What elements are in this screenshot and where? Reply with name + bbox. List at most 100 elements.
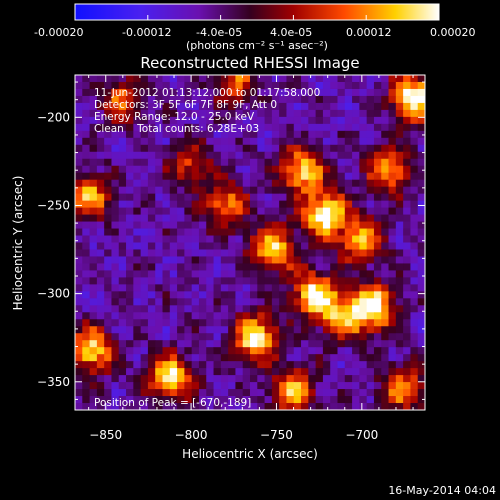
heatmap-cell [257,242,265,250]
heatmap-cell [162,375,171,383]
heatmap-cell [366,193,375,202]
heatmap-cell [89,88,98,97]
heatmap-cell [301,277,309,285]
heatmap-cell [373,263,382,271]
heatmap-cell [220,319,229,327]
heatmap-cell [410,347,419,355]
heatmap-cell [359,172,368,181]
heatmap-cell [133,368,142,376]
heatmap-cell [242,396,251,404]
heatmap-cell [220,291,229,299]
heatmap-cell [352,214,360,222]
heatmap-cell [162,354,171,362]
heatmap-cell [388,95,397,104]
heatmap-cell [242,144,251,153]
heatmap-cell [271,305,280,313]
heatmap-cell [169,130,178,139]
heatmap-cell [169,109,178,118]
colorbar: -0.00020 -0.00012 -4.0e-05 4.0e-05 0.000… [34,3,476,52]
heatmap-cell [279,88,287,97]
heatmap-cell [140,347,149,355]
heatmap-cell [293,256,302,264]
heatmap-cell [417,130,425,139]
heatmap-cell [162,75,171,83]
heatmap-cell [140,88,149,97]
heatmap-cell [403,235,411,243]
heatmap-cell [75,333,83,341]
heatmap-cell [82,200,90,209]
heatmap-cell [381,396,389,404]
heatmap-cell [111,235,120,243]
heatmap-cell [235,200,244,209]
heatmap-cell [104,95,112,104]
heatmap-cell [271,151,280,160]
heatmap-cell [162,382,171,390]
heatmap-cell [286,228,295,236]
heatmap-cell [250,235,258,243]
heatmap-cell [373,95,382,104]
heatmap-cell [257,277,265,285]
heatmap-cell [111,291,120,299]
heatmap-cell [293,305,302,313]
heatmap-cell [155,312,163,320]
heatmap-cell [308,319,317,327]
heatmap-cell [301,284,309,292]
heatmap-cell [213,347,222,355]
heatmap-cell [337,200,346,209]
heatmap-cell [118,165,127,174]
heatmap-cell [352,88,360,97]
heatmap-cell [155,277,163,285]
heatmap-cell [96,291,105,299]
heatmap-cell [147,109,156,118]
heatmap-cell [250,403,258,410]
heatmap-cell [271,333,280,341]
heatmap-cell [118,116,127,125]
heatmap-cell [410,333,419,341]
heatmap-cell [162,270,171,278]
heatmap-cell [257,193,265,202]
heatmap-cell [126,319,134,327]
heatmap-cell [228,165,236,174]
heatmap-cell [75,123,83,132]
heatmap-cell [308,375,317,383]
heatmap-cell [308,242,317,250]
heatmap-cell [344,81,353,90]
heatmap-cell [133,396,142,404]
heatmap-cell [133,389,142,397]
heatmap-cell [82,179,90,188]
heatmap-cell [279,361,287,369]
heatmap-cell [191,333,200,341]
heatmap-cell [206,326,214,334]
heatmap-cell [257,109,265,118]
heatmap-cell [395,305,404,313]
heatmap-cell [417,75,425,83]
heatmap-cell [403,263,411,271]
heatmap-cell [220,361,229,369]
heatmap-cell [235,403,244,410]
heatmap-cell [366,305,375,313]
heatmap-cell [184,347,193,355]
heatmap-cell [162,137,171,146]
heatmap-cell [381,382,389,390]
heatmap-cell [96,179,105,188]
heatmap-cell [147,207,156,215]
heatmap-cell [198,165,207,174]
heatmap-cell [242,75,251,83]
heatmap-cell [228,305,236,313]
heatmap-cell [89,214,98,222]
heatmap-cell [403,81,411,90]
heatmap-cell [133,263,142,271]
heatmap-cell [308,333,317,341]
heatmap-cell [308,382,317,390]
heatmap-cell [330,326,338,334]
heatmap-cell [301,186,309,195]
heatmap-cell [315,193,324,202]
heatmap-cell [417,291,425,299]
heatmap-cell [177,305,185,313]
heatmap-cell [118,291,127,299]
heatmap-cell [198,123,207,132]
heatmap-cell [366,151,375,160]
heatmap-cell [352,179,360,188]
heatmap-cell [111,123,120,132]
heatmap-cell [242,186,251,195]
